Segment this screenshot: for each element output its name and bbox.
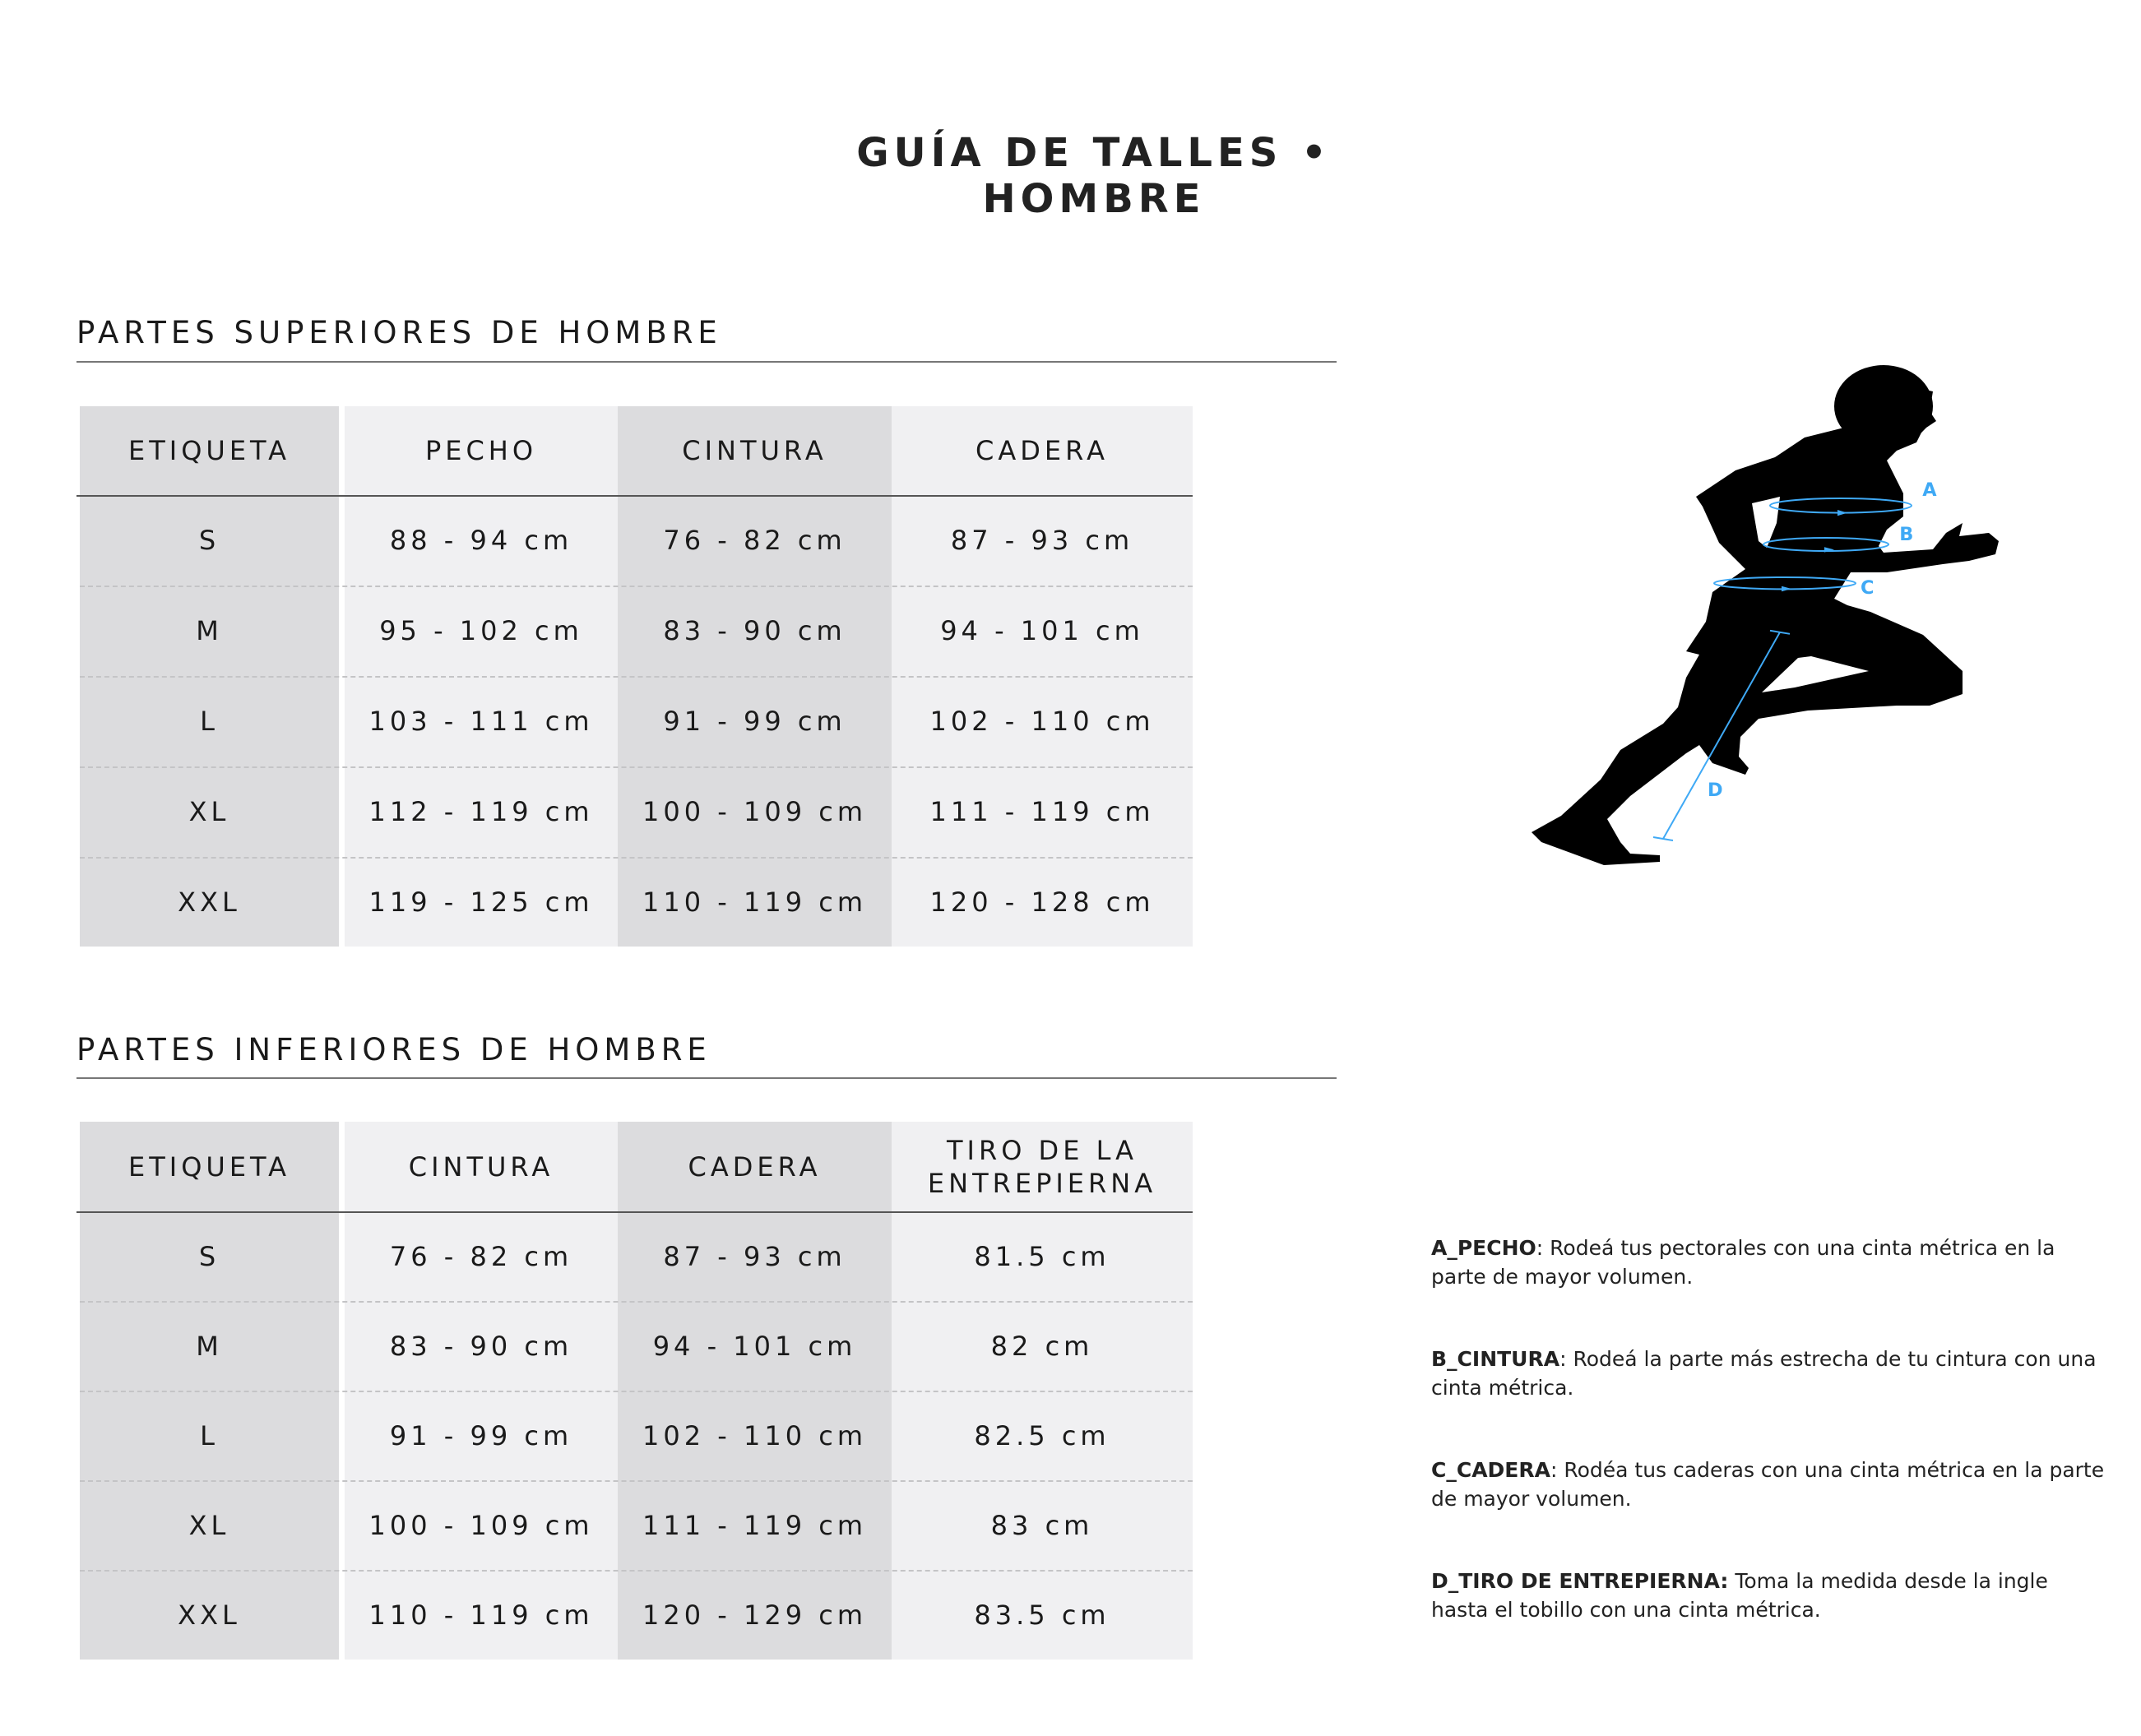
row-divider (80, 1480, 1193, 1482)
table-row: M 83 - 90 cm 94 - 101 cm 82 cm (80, 1301, 1193, 1391)
bottoms-heading: PARTES INFERIORES DE HOMBRE (76, 1032, 711, 1067)
instruction-hip: C_CADERA: Rodéa tus caderas con una cint… (1431, 1458, 2105, 1511)
column-header: ETIQUETA (128, 1150, 290, 1183)
table-cell: 83 - 90 cm (389, 1330, 573, 1362)
column-header: CADERA (975, 435, 1109, 466)
tops-size-table: ETIQUETA PECHO CINTURA CADERA S 88 - 94 cm 76 … (76, 406, 1193, 947)
table-cell: 119 - 125 cm (368, 887, 594, 918)
header-row: ETIQUETA CINTURA CADERA TIRO DE LA ENTREPIE… (80, 1122, 1193, 1211)
table-cell: 112 - 119 cm (368, 796, 594, 827)
table-cell: 110 - 119 cm (368, 1599, 594, 1631)
column-gap (339, 1570, 345, 1660)
table-cell: 91 - 99 cm (663, 706, 846, 737)
tops-heading: PARTES SUPERIORES DE HOMBRE (76, 315, 722, 350)
table-cell: M (196, 1330, 223, 1362)
table-cell: 94 - 101 cm (940, 615, 1144, 646)
column-gap (339, 1211, 345, 1301)
row-divider (80, 1570, 1193, 1572)
table-cell: 111 - 119 cm (642, 1509, 867, 1541)
column-header: ETIQUETA (128, 435, 290, 466)
table-row: XXL 110 - 119 cm 120 - 129 cm 83.5 cm (80, 1570, 1193, 1660)
table-row: XXL 119 - 125 cm 110 - 119 cm 120 - 128 cm (80, 857, 1193, 947)
row-divider (80, 1391, 1193, 1392)
table-cell: 76 - 82 cm (389, 1240, 573, 1272)
table-row: M 95 - 102 cm 83 - 90 cm 94 - 101 cm (80, 586, 1193, 676)
table-cell: S (198, 525, 220, 556)
row-divider (80, 1301, 1193, 1303)
table-cell: 120 - 129 cm (642, 1599, 867, 1631)
table-cell: 100 - 109 cm (642, 796, 867, 827)
table-row: XL 112 - 119 cm 100 - 109 cm 111 - 119 cm (80, 766, 1193, 857)
table-cell: XL (188, 796, 230, 827)
table-row: L 91 - 99 cm 102 - 110 cm 82.5 cm (80, 1391, 1193, 1480)
instruction-inseam: D_TIRO DE ENTREPIERNA: Toma la medida de… (1431, 1569, 2048, 1622)
column-gap (339, 1301, 345, 1391)
divider (76, 1077, 1337, 1079)
column-header: CINTURA (682, 435, 827, 466)
table-cell: 111 - 119 cm (929, 796, 1155, 827)
row-divider (80, 676, 1193, 678)
table-cell: 94 - 101 cm (652, 1330, 857, 1362)
label-d: D (1708, 780, 1723, 801)
header-divider (76, 1211, 1193, 1213)
table-cell: 88 - 94 cm (389, 525, 573, 556)
table-cell: 83 cm (990, 1509, 1094, 1541)
column-header: CINTURA (408, 1150, 554, 1183)
table-cell: M (196, 615, 223, 646)
column-gap (339, 676, 345, 766)
column-gap (339, 1391, 345, 1480)
table-cell: 102 - 110 cm (929, 706, 1155, 737)
table-cell: 76 - 82 cm (663, 525, 846, 556)
table-cell: L (200, 706, 219, 737)
row-divider (80, 766, 1193, 768)
table-cell: L (200, 1419, 219, 1451)
table-cell: 102 - 110 cm (642, 1419, 867, 1451)
table-cell: XXL (178, 1599, 241, 1631)
column-gap (339, 495, 345, 586)
table-cell: 82.5 cm (974, 1419, 1110, 1451)
table-cell: 82 cm (990, 1330, 1094, 1362)
table-cell: 87 - 93 cm (663, 1240, 846, 1272)
header-row: ETIQUETA PECHO CINTURA CADERA (80, 406, 1193, 495)
column-header: TIRO DE LA ENTREPIERNA (927, 1134, 1157, 1199)
label-b: B (1899, 524, 1913, 545)
column-gap (339, 766, 345, 857)
table-cell: 87 - 93 cm (950, 525, 1134, 556)
table-row: XL 100 - 109 cm 111 - 119 cm 83 cm (80, 1480, 1193, 1570)
row-divider (80, 857, 1193, 859)
table-cell: 103 - 111 cm (368, 706, 594, 737)
table-cell: 120 - 128 cm (929, 887, 1155, 918)
table-cell: 110 - 119 cm (642, 887, 867, 918)
table-cell: 83.5 cm (974, 1599, 1110, 1631)
divider (76, 361, 1337, 363)
table-cell: S (198, 1240, 220, 1272)
table-cell: 91 - 99 cm (389, 1419, 573, 1451)
column-gap (339, 406, 345, 495)
table-cell: XXL (178, 887, 241, 918)
instruction-chest: A_PECHO: Rodeá tus pectorales con una ci… (1431, 1236, 2055, 1289)
column-gap (339, 586, 345, 676)
table-cell: 81.5 cm (974, 1240, 1110, 1272)
page-title: GUÍA DE TALLES • HOMBRE (856, 130, 1332, 222)
bottoms-size-table: ETIQUETA CINTURA CADERA TIRO DE LA ENTREPIE… (76, 1122, 1193, 1660)
label-c: C (1861, 577, 1874, 599)
runner-silhouette-icon: A B C D (1532, 365, 1999, 865)
column-gap (339, 1122, 345, 1211)
column-header: CADERA (688, 1150, 822, 1183)
table-cell: 100 - 109 cm (368, 1509, 594, 1541)
measurement-instructions: A_PECHO: Rodeá tus pectorales con una ci… (1431, 1234, 2106, 1678)
header-divider (76, 495, 1193, 497)
table-cell: XL (188, 1509, 230, 1541)
column-gap (339, 1480, 345, 1570)
table-cell: 83 - 90 cm (663, 615, 846, 646)
table-cell: 95 - 102 cm (379, 615, 583, 646)
instruction-waist: B_CINTURA: Rodeá la parte más estrecha d… (1431, 1347, 2097, 1400)
table-row: S 76 - 82 cm 87 - 93 cm 81.5 cm (80, 1211, 1193, 1301)
column-gap (339, 857, 345, 947)
column-header: PECHO (424, 435, 538, 466)
table-row: L 103 - 111 cm 91 - 99 cm 102 - 110 cm (80, 676, 1193, 766)
label-a: A (1922, 479, 1937, 501)
row-divider (80, 586, 1193, 587)
table-row: S 88 - 94 cm 76 - 82 cm 87 - 93 cm (80, 495, 1193, 586)
